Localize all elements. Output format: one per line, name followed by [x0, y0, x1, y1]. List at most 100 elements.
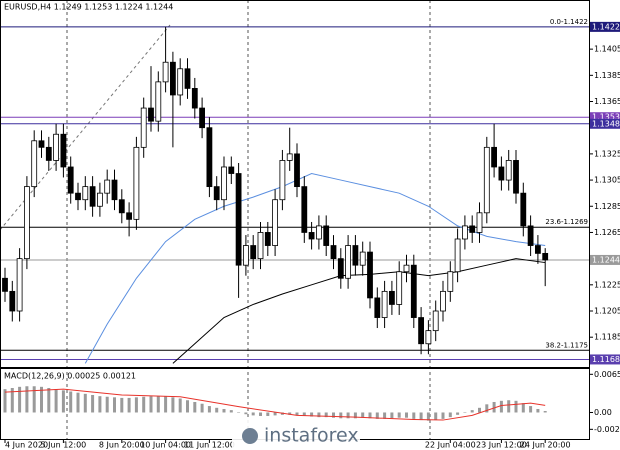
- histogram-bar: [164, 396, 168, 413]
- candle-body: [228, 166, 235, 174]
- histogram-bar: [171, 397, 175, 413]
- candle-body: [250, 245, 257, 260]
- price-box-label: 1.1168: [592, 355, 620, 364]
- candle-body: [513, 160, 519, 194]
- candle-body: [498, 166, 505, 181]
- histogram-bar: [215, 407, 219, 413]
- price-box-label: 1.1353: [592, 113, 620, 122]
- histogram-bar: [383, 412, 387, 419]
- candle-body: [60, 133, 67, 168]
- candle-body: [16, 258, 23, 312]
- histogram-bar: [69, 391, 73, 413]
- candle-body: [31, 140, 38, 188]
- candle-body: [53, 133, 59, 161]
- histogram-bar: [310, 412, 314, 417]
- y-tick-label: 1.1265: [594, 228, 620, 237]
- candle-body: [425, 330, 432, 345]
- histogram-bar: [448, 412, 452, 418]
- level-label: 23.6-1.1269: [545, 218, 588, 226]
- histogram-bar: [441, 412, 445, 419]
- level-label: 38.2-1.1175: [545, 341, 588, 349]
- histogram-bar: [32, 386, 36, 413]
- candle-body: [213, 186, 220, 201]
- histogram-bar: [499, 400, 503, 413]
- histogram-bar: [273, 412, 277, 416]
- candle-body: [257, 232, 264, 260]
- histogram-bar: [134, 397, 138, 413]
- candle-body: [242, 245, 249, 266]
- candle-body: [264, 232, 271, 246]
- histogram-bar: [251, 412, 255, 416]
- candle-body: [469, 225, 476, 233]
- candle-body: [184, 68, 191, 89]
- candle-body: [272, 199, 279, 246]
- histogram-bar: [76, 392, 80, 413]
- price-box: [590, 112, 620, 123]
- candle-body: [279, 160, 286, 201]
- candle-body: [89, 186, 96, 207]
- histogram-bar: [353, 412, 357, 419]
- x-tick-label: 24 Jun 20:00: [520, 441, 571, 450]
- x-tick-label: 4 Jun 2020: [5, 441, 48, 450]
- candle-body: [527, 225, 534, 246]
- histogram-bar: [149, 396, 153, 413]
- histogram-bar: [302, 412, 306, 416]
- candle-body: [323, 225, 330, 246]
- histogram-bar: [222, 408, 226, 413]
- histogram-bar: [237, 412, 241, 413]
- histogram-bar: [259, 412, 262, 416]
- histogram-bar: [186, 400, 189, 413]
- y-tick-label: 1.1225: [594, 280, 620, 289]
- histogram-bar: [18, 386, 22, 413]
- histogram-bar: [485, 404, 489, 413]
- histogram-bar: [456, 412, 460, 415]
- histogram-bar: [3, 389, 7, 413]
- y-tick-label: 1.1385: [594, 71, 620, 80]
- histogram-bar: [113, 397, 116, 413]
- candle-body: [520, 192, 527, 227]
- histogram-bar: [288, 412, 292, 415]
- histogram-bar: [317, 412, 321, 418]
- y-tick-label: 1.1185: [594, 333, 620, 342]
- y-tick-label: 1.1365: [594, 97, 620, 106]
- candle-body: [461, 225, 468, 240]
- histogram-bar: [375, 412, 379, 419]
- candle-body: [286, 153, 293, 161]
- histogram-bar: [463, 412, 467, 413]
- candle-body: [97, 192, 103, 207]
- y-tick-label: 1.1205: [594, 307, 620, 316]
- histogram-bar: [229, 410, 233, 413]
- histogram-bar: [419, 412, 423, 421]
- candle-body: [330, 245, 337, 260]
- candle-body: [140, 107, 147, 148]
- candle-body: [476, 212, 483, 233]
- histogram-bar: [368, 412, 372, 419]
- candle-body: [447, 271, 454, 292]
- histogram-bar: [142, 396, 146, 413]
- histogram-bar: [156, 396, 160, 413]
- candle-body: [126, 212, 132, 220]
- candle-body: [505, 160, 512, 181]
- candle-body: [104, 179, 111, 194]
- candle-body: [294, 153, 300, 188]
- candle-body: [410, 264, 417, 318]
- watermark: instaforex: [264, 425, 359, 447]
- macd-title: MACD(12,26,9) 0.00025 0.00121: [4, 372, 136, 381]
- candle-body: [206, 127, 213, 188]
- price-box: [590, 21, 620, 32]
- candle-body: [535, 245, 541, 254]
- candle-body: [418, 317, 425, 345]
- candle-body: [403, 264, 410, 273]
- candle-body: [38, 140, 45, 148]
- y-tick-label: 1.1405: [594, 45, 620, 54]
- histogram-bar: [346, 412, 350, 419]
- candle-body: [191, 88, 198, 109]
- histogram-bar: [478, 407, 481, 413]
- histogram-bar: [10, 388, 14, 413]
- candle-body: [67, 166, 74, 194]
- histogram-bar: [361, 412, 365, 418]
- price-panel: 0.0-1.1422 23.6-1.1269 38.2-1.1175: [0, 18, 590, 364]
- y-tick-label: 0.00: [594, 408, 612, 417]
- histogram-bar: [61, 390, 65, 413]
